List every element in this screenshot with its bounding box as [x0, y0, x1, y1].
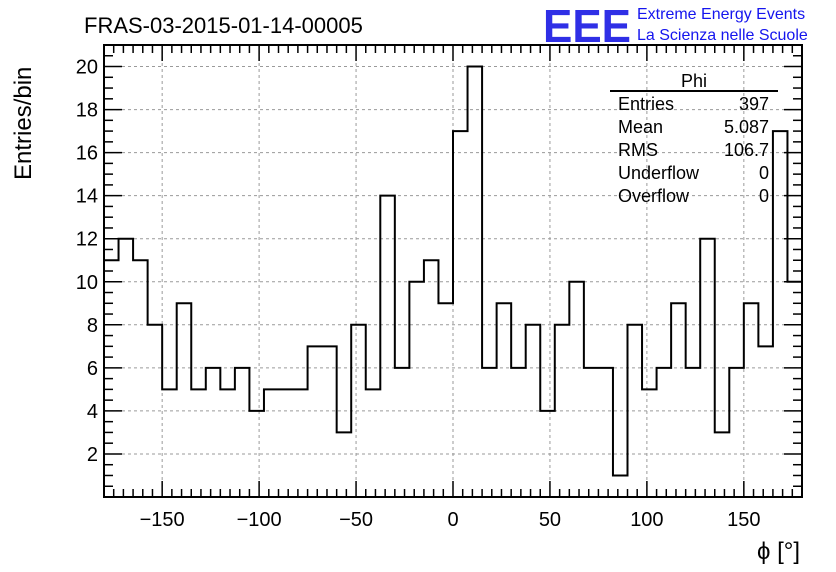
stats-box: Phi Entries 397 Mean 5.087 RMS 106.7 Underflow… [610, 71, 778, 206]
y-tick-label: 4 [87, 401, 98, 423]
x-tick-label: 100 [630, 509, 663, 531]
stats-label: RMS [618, 140, 658, 160]
stats-label: Mean [618, 117, 663, 137]
stats-value: 5.087 [724, 117, 769, 137]
x-tick-label: 0 [447, 509, 458, 531]
histogram-outline [103, 65, 803, 497]
plot-frame [103, 44, 803, 498]
y-tick-label: 20 [76, 57, 98, 79]
stats-value: 397 [739, 94, 769, 114]
y-axis-label: Entries/bin [10, 67, 37, 180]
eee-logo-mark: EEE [543, 0, 631, 52]
x-tick-label: 150 [727, 509, 760, 531]
y-tick-label: 18 [76, 100, 98, 122]
y-tick-label: 16 [76, 143, 98, 165]
logo-line-2: La Scienza nelle Scuole [637, 27, 808, 44]
y-tick-label: 12 [76, 229, 98, 251]
stats-title: Phi [681, 71, 707, 91]
eee-logo: EEE Extreme Energy Events La Scienza nel… [543, 0, 808, 52]
chart-title: FRAS-03-2015-01-14-00005 [84, 13, 363, 38]
stats-value: 0 [759, 186, 769, 206]
x-axis-label: ϕ [°] [757, 538, 800, 565]
logo-line-1: Extreme Energy Events [637, 6, 805, 23]
y-tick-label: 10 [76, 272, 98, 294]
y-tick-label: 14 [76, 186, 98, 208]
x-tick-label: −100 [237, 509, 282, 531]
y-tick-label: 6 [87, 358, 98, 380]
stats-label: Underflow [618, 163, 700, 183]
stats-value: 0 [759, 163, 769, 183]
y-tick-label: 2 [87, 444, 98, 466]
x-tick-label: −150 [140, 509, 185, 531]
y-tick-label: 8 [87, 315, 98, 337]
stats-rows: Entries 397 Mean 5.087 RMS 106.7 Underflow 0 Ove… [618, 94, 769, 206]
y-tick-labels: 2 4 6 8 10 12 14 16 18 20 [76, 57, 98, 466]
x-tick-label: −50 [339, 509, 373, 531]
stats-label: Overflow [618, 186, 690, 206]
stats-label: Entries [618, 94, 674, 114]
x-tick-label: 50 [539, 509, 561, 531]
axis-ticks [104, 45, 802, 497]
stats-value: 106.7 [724, 140, 769, 160]
x-tick-labels: −150 −100 −50 0 50 100 150 [140, 509, 761, 531]
